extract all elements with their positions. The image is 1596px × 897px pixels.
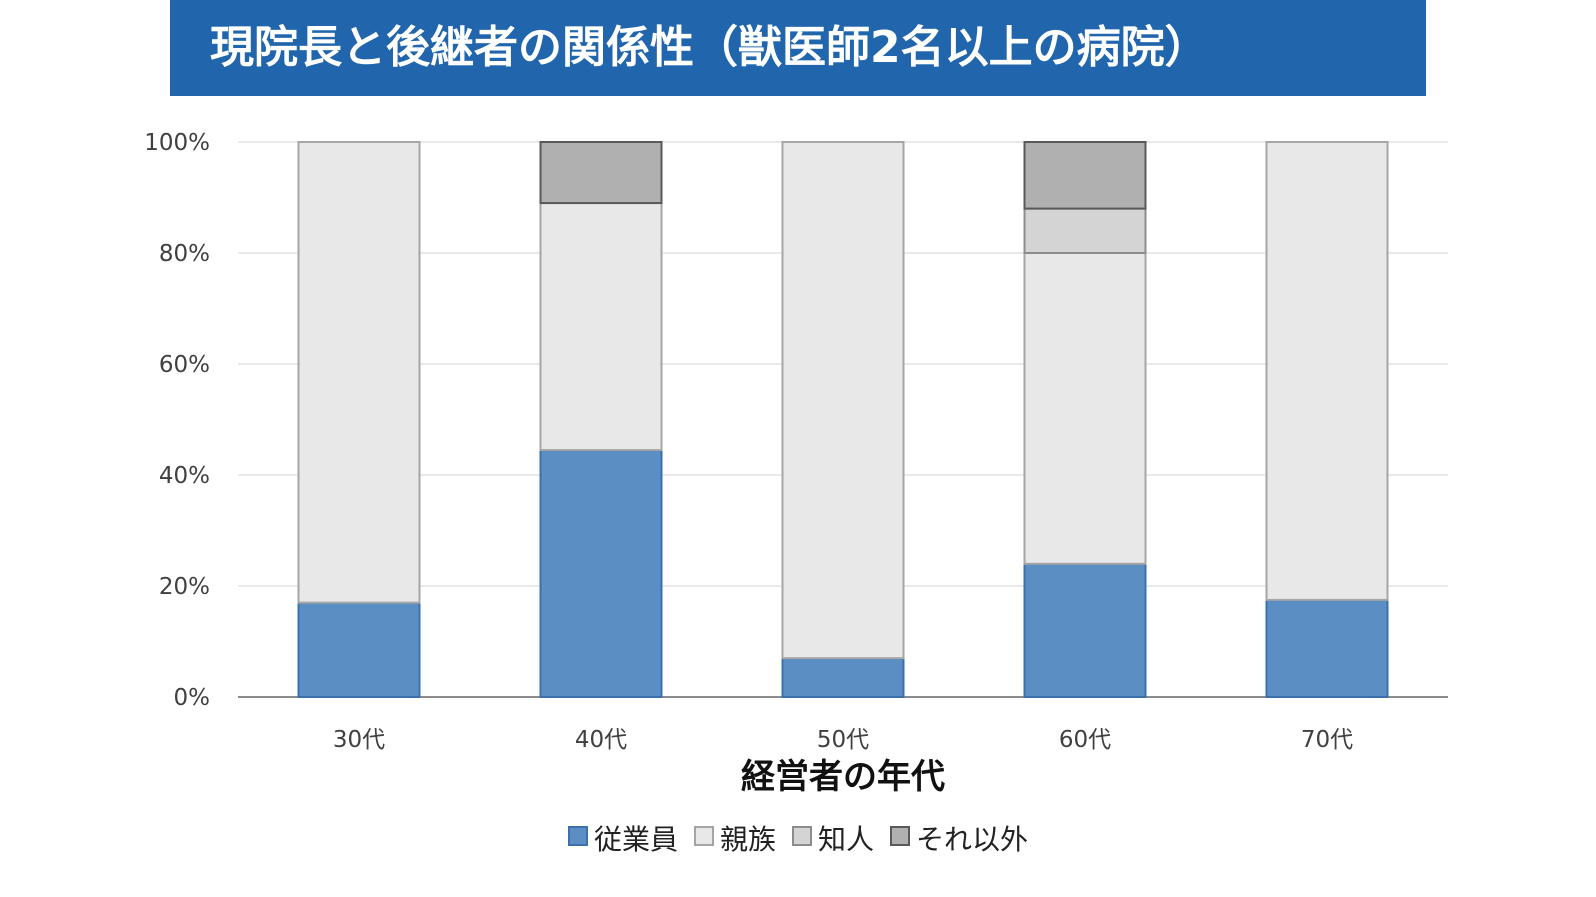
legend-label: それ以外 [916,823,1029,856]
x-axis-label: 経営者の年代 [741,757,945,797]
legend-item: 知人 [792,818,874,858]
y-tick-label: 40% [159,463,210,489]
legend-label: 従業員 [593,823,678,856]
x-tick-label: 40代 [575,727,627,753]
chart-title: 現院長と後継者の関係性（獣医師2名以上の病院） [170,0,1426,96]
bar-segment-2 [781,141,905,660]
bar-segment-1 [1265,598,1389,698]
bar-segment-2 [297,141,421,604]
legend: 従業員 親族 知人 それ以外 [0,818,1596,858]
y-tick-label: 0% [174,685,211,711]
legend-swatch [567,826,588,846]
bar-segment-3 [1023,207,1147,255]
x-tick-label: 70代 [1301,727,1353,753]
legend-item: それ以外 [890,818,1028,858]
x-tick-label: 60代 [1059,727,1111,753]
y-tick-label: 80% [159,241,210,267]
y-tick-label: 60% [159,352,210,378]
bar-segment-1 [297,601,421,699]
legend-item: 従業員 [567,818,678,858]
bar-segment-2 [1265,141,1389,601]
bar-segment-1 [539,449,663,698]
bar-segment-2 [1023,252,1147,565]
legend-swatch [792,826,812,846]
bar-segment-1 [1023,562,1147,698]
y-axis-ticks: 0% 20% 40% 60% 80% 100% [144,130,210,711]
legend-swatch [693,826,714,846]
legend-label: 親族 [719,823,776,856]
y-tick-label: 100% [144,130,210,156]
x-tick-label: 30代 [333,727,385,753]
legend-swatch [890,826,911,846]
bar-segment-4 [1023,141,1147,210]
y-tick-label: 20% [159,574,210,600]
legend-item: 親族 [693,818,776,858]
bar-segment-4 [539,141,663,205]
x-tick-label: 50代 [817,727,869,753]
legend-label: 知人 [818,823,875,856]
bar-stacks [297,141,1389,699]
x-axis-ticks: 30代 40代 50代 60代 70代 [333,727,1353,753]
bar-segment-2 [539,202,663,452]
bar-segment-1 [781,657,905,699]
